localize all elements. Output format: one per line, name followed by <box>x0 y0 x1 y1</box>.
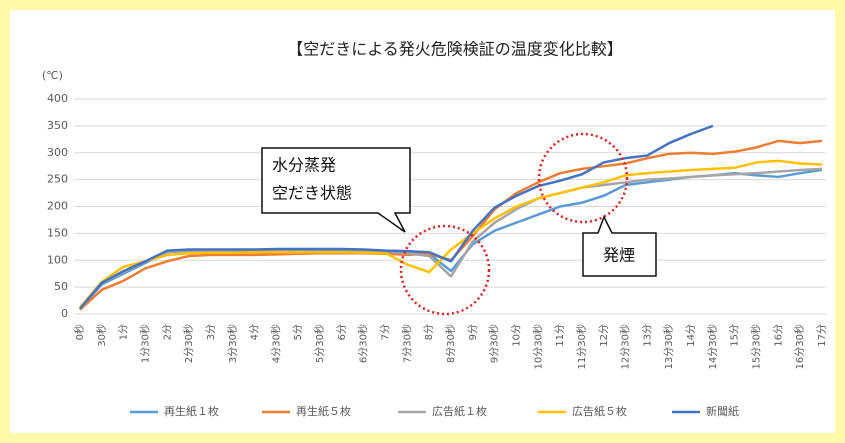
x-tick-label: 8分 <box>423 324 435 340</box>
x-tick-label: 3分 <box>205 324 217 340</box>
series-line <box>79 124 714 310</box>
x-tick-label: 0秒 <box>73 324 86 340</box>
x-tick-label: 1分30秒 <box>138 324 151 363</box>
y-tick-label: 250 <box>47 173 68 186</box>
y-tick-label: 150 <box>47 226 68 239</box>
x-tick-label: 12分 <box>598 324 610 347</box>
plot-background <box>10 10 835 433</box>
x-tick-label: 5分 <box>292 324 304 340</box>
series-line <box>79 159 823 309</box>
y-tick-label: 0 <box>61 307 68 320</box>
x-tick-label: 5分30秒 <box>313 324 326 363</box>
x-tick-label: 12分30秒 <box>619 324 632 369</box>
x-tick-label: 13分30秒 <box>662 324 675 369</box>
x-tick-label: 1分 <box>118 324 130 340</box>
x-tick-label: 14分 <box>685 324 697 347</box>
callout-box <box>261 147 411 233</box>
callout-box <box>582 215 657 277</box>
x-tick-label: 10分 <box>510 324 522 347</box>
x-tick-label: 14分30秒 <box>706 324 719 369</box>
y-unit: (℃) <box>42 69 63 82</box>
legend-label: 広告紙１枚 <box>432 404 487 418</box>
annotation-text: 発煙 <box>603 246 635 265</box>
x-tick-label: 16分 <box>772 324 784 347</box>
x-tick-label: 9分30秒 <box>488 324 501 363</box>
x-tick-label: 15分 <box>729 324 741 347</box>
x-tick-label: 2分 <box>161 324 173 340</box>
x-tick-label: 10分30秒 <box>531 324 544 369</box>
y-tick-label: 50 <box>54 280 68 293</box>
annotation-text: 空だき状態 <box>272 184 352 203</box>
annotation-text: 水分蒸発 <box>272 156 336 175</box>
legend-label: 再生紙１枚 <box>164 404 219 418</box>
y-tick-label: 300 <box>47 146 68 159</box>
x-tick-label: 6分30秒 <box>357 324 370 363</box>
y-tick-label: 200 <box>47 200 68 213</box>
highlight-circle <box>399 224 491 316</box>
x-tick-label: 16分30秒 <box>793 324 806 369</box>
x-tick-label: 8分30秒 <box>444 324 457 363</box>
x-tick-label: 6分 <box>336 324 348 340</box>
legend-label: 新聞紙 <box>706 404 739 418</box>
x-tick-label: 15分30秒 <box>750 324 763 369</box>
y-tick-label: 400 <box>47 92 68 105</box>
x-tick-label: 4分30秒 <box>269 324 282 363</box>
x-tick-label: 7分 <box>380 324 392 340</box>
legend-label: 広告紙５枚 <box>572 404 627 418</box>
x-tick-label: 30秒 <box>95 324 108 347</box>
legend-label: 再生紙５枚 <box>296 404 351 418</box>
x-tick-label: 9分 <box>467 324 479 340</box>
y-tick-label: 100 <box>47 253 68 266</box>
chart-title: 【空だきによる発火危険検証の温度変化比較】 <box>287 40 623 59</box>
x-tick-label: 3分30秒 <box>226 324 239 363</box>
x-tick-label: 4分 <box>249 324 261 340</box>
y-tick-label: 350 <box>47 119 68 132</box>
highlight-circle <box>537 132 629 224</box>
x-tick-label: 11分 <box>554 324 566 347</box>
x-tick-label: 13分 <box>641 324 653 347</box>
x-tick-label: 11分30秒 <box>575 324 588 369</box>
x-tick-label: 7分30秒 <box>400 324 413 363</box>
x-tick-label: 17分 <box>816 324 828 347</box>
x-tick-label: 2分30秒 <box>182 324 195 363</box>
